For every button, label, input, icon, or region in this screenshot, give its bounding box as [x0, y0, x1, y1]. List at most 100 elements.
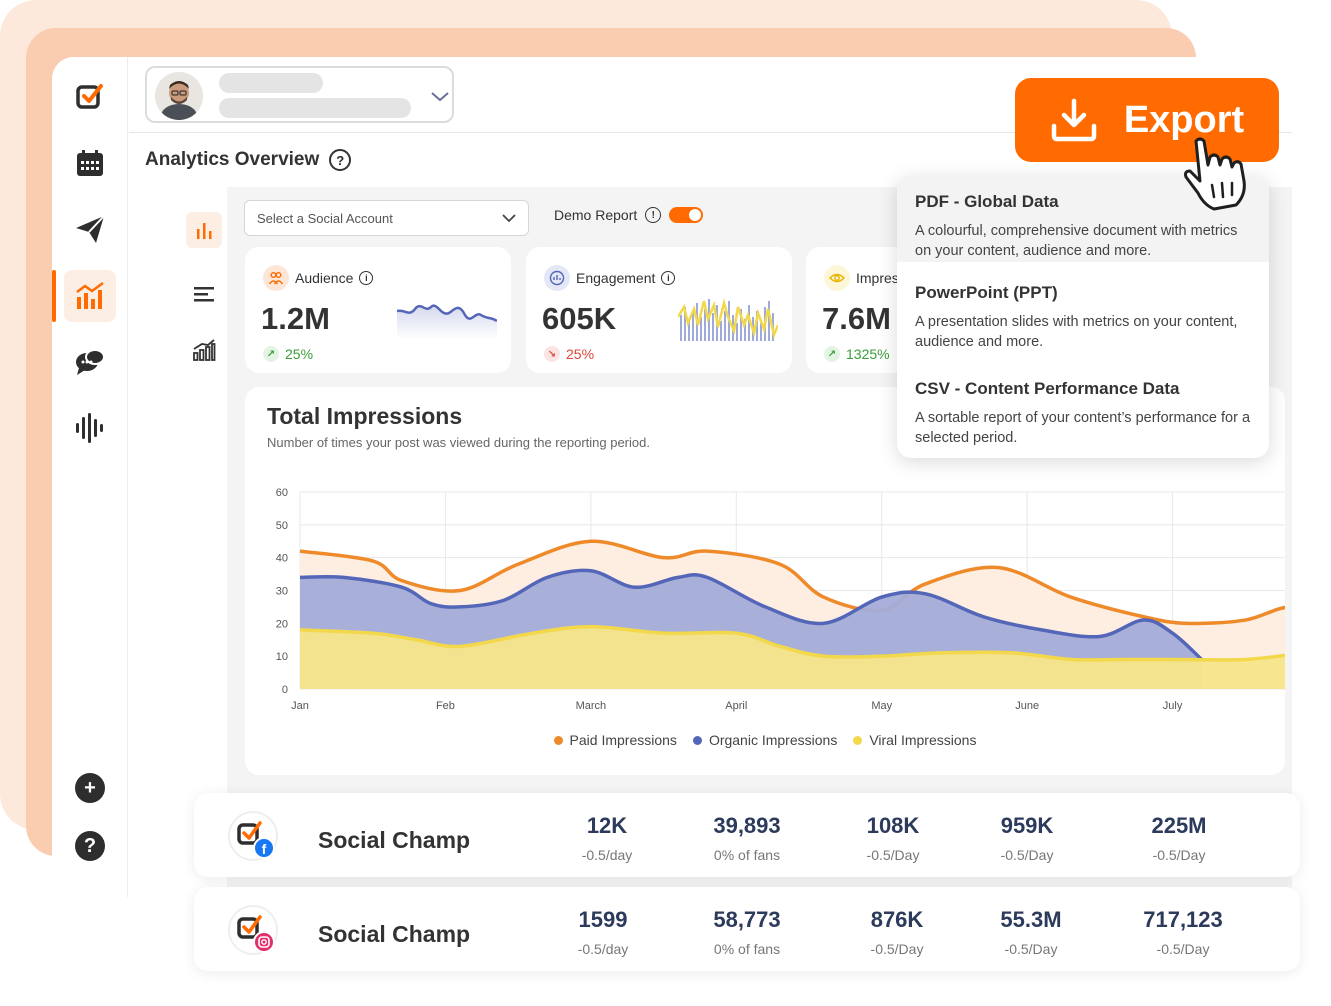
- export-option-title: CSV - Content Performance Data: [915, 379, 1180, 398]
- social-champ-logo-icon: [228, 905, 278, 955]
- social-account-select-placeholder: Select a Social Account: [257, 211, 393, 226]
- stat-change-value: 1325%: [846, 346, 890, 362]
- info-icon[interactable]: i: [661, 271, 676, 285]
- chat-bubbles-icon[interactable]: [64, 336, 116, 388]
- bar-chart-icon[interactable]: [52, 270, 116, 322]
- y-tick-label: 60: [276, 487, 288, 499]
- x-tick-label: April: [725, 700, 747, 712]
- chevron-down-icon[interactable]: [430, 86, 450, 106]
- question-icon[interactable]: ?: [75, 831, 105, 861]
- stat-label: Engagement: [576, 270, 656, 286]
- sound-wave-icon[interactable]: [64, 402, 116, 454]
- export-button[interactable]: Export: [1015, 78, 1279, 162]
- metric-value: 12K: [586, 813, 628, 838]
- y-tick-label: 50: [276, 520, 288, 532]
- metric: 959K -0.5/Day: [962, 813, 1092, 863]
- stat-card-engagement[interactable]: Engagement i 605K ↘ 25%: [526, 247, 792, 373]
- sub-navigation: [181, 187, 227, 897]
- svg-text:f: f: [262, 841, 267, 857]
- list-icon[interactable]: [186, 276, 222, 312]
- social-champ-logo-icon[interactable]: [64, 71, 116, 123]
- metric-sub: -0.5/Day: [1000, 847, 1054, 863]
- metric: 717,123 -0.5/Day: [1118, 907, 1248, 957]
- social-row[interactable]: Social Champ 1599 -0.5/day 58,773 0% of fa…: [194, 887, 1300, 971]
- metric: 12K -0.5/day: [542, 813, 672, 863]
- account-switcher[interactable]: [145, 66, 454, 123]
- trend-up-icon: ↗: [824, 346, 840, 362]
- stat-card-audience[interactable]: Audience i 1.2M ↗ 25%: [245, 247, 511, 373]
- main-sidebar: + ?: [52, 57, 128, 897]
- export-dropdown: PDF - Global Data A colourful, comprehen…: [897, 176, 1269, 458]
- metric-sub: -0.5/Day: [866, 847, 920, 863]
- y-tick-label: 10: [276, 651, 288, 663]
- paper-plane-icon[interactable]: [64, 203, 116, 255]
- account-name: Social Champ: [318, 827, 471, 853]
- metric-value: 225M: [1151, 813, 1207, 838]
- legend-label: Viral Impressions: [869, 732, 977, 748]
- metric-value: 39,893: [713, 813, 781, 838]
- export-option-csv[interactable]: CSV - Content Performance Data A sortabl…: [897, 379, 1269, 449]
- legend-item[interactable]: Viral Impressions: [853, 732, 976, 748]
- audience-icon: [263, 265, 289, 291]
- chevron-down-icon: [502, 214, 516, 223]
- series-line: [299, 568, 1203, 661]
- audience-sparkline: [397, 304, 497, 339]
- x-tick-label: June: [1015, 700, 1039, 712]
- metric-value: 959K: [1000, 813, 1054, 838]
- metric-sub: -0.5/Day: [870, 941, 924, 957]
- export-option-ppt[interactable]: PowerPoint (PPT) A presentation slides w…: [897, 283, 1269, 353]
- metric-sub: -0.5/day: [581, 847, 633, 863]
- metric: 876K -0.5/Day: [832, 907, 962, 957]
- metric-sub: -0.5/Day: [1156, 941, 1210, 957]
- help-icon[interactable]: ?: [329, 149, 352, 171]
- metric: 39,893 0% of fans: [682, 813, 812, 863]
- trend-down-icon: ↘: [544, 346, 560, 362]
- export-option-description: A colourful, comprehensive document with…: [915, 223, 1238, 260]
- social-row[interactable]: f Social Champ 12K -0.5/day 39,893 0% of f…: [194, 793, 1300, 877]
- legend-item[interactable]: Organic Impressions: [692, 732, 838, 748]
- metric-value: 876K: [870, 907, 924, 932]
- legend-label: Organic Impressions: [708, 732, 838, 748]
- metric-value: 108K: [866, 813, 920, 838]
- y-tick-label: 30: [276, 586, 288, 598]
- avatar: [155, 72, 203, 120]
- export-option-title: PowerPoint (PPT): [915, 283, 1058, 302]
- y-tick-label: 20: [276, 618, 288, 630]
- demo-report-toggle[interactable]: [669, 207, 704, 223]
- chart-legend: Paid Impressions Organic Impressions Vir…: [245, 732, 1285, 748]
- chart-title: Total Impressions: [267, 403, 463, 429]
- metric-value: 1599: [578, 907, 628, 932]
- social-champ-logo-icon: f: [228, 811, 278, 861]
- x-tick-label: July: [1163, 700, 1183, 712]
- growth-chart-icon[interactable]: [186, 332, 222, 368]
- metric-value: 58,773: [713, 907, 781, 932]
- legend-dot: [553, 735, 563, 745]
- page-title: Analytics Overview: [145, 149, 320, 170]
- legend-dot: [692, 735, 702, 745]
- engagement-icon: [544, 265, 570, 291]
- y-tick-label: 40: [276, 553, 288, 565]
- stat-value: 605K: [542, 301, 617, 336]
- metric: 58,773 0% of fans: [682, 907, 812, 957]
- calendar-icon[interactable]: [64, 137, 116, 189]
- x-tick-label: Jan: [291, 700, 309, 712]
- metric-sub: -0.5/day: [577, 941, 629, 957]
- legend-item[interactable]: Paid Impressions: [553, 732, 677, 748]
- info-icon[interactable]: !: [645, 207, 662, 223]
- plus-icon[interactable]: +: [75, 773, 105, 803]
- title-row: Analytics Overview ?: [145, 149, 352, 171]
- metric-value: 717,123: [1143, 907, 1223, 932]
- stat-change: ↘ 25%: [544, 346, 594, 362]
- metric: 108K -0.5/Day: [828, 813, 958, 863]
- info-icon[interactable]: i: [359, 271, 374, 285]
- legend-dot: [853, 735, 863, 745]
- top-bar: [129, 57, 1292, 133]
- stat-label: Audience: [295, 270, 354, 286]
- stat-change-value: 25%: [285, 346, 314, 362]
- social-account-select[interactable]: Select a Social Account: [244, 200, 529, 236]
- account-handle-placeholder: [219, 98, 411, 118]
- x-tick-label: Feb: [436, 700, 455, 712]
- overview-chart-icon[interactable]: [186, 212, 222, 248]
- metric: 1599 -0.5/day: [538, 907, 668, 957]
